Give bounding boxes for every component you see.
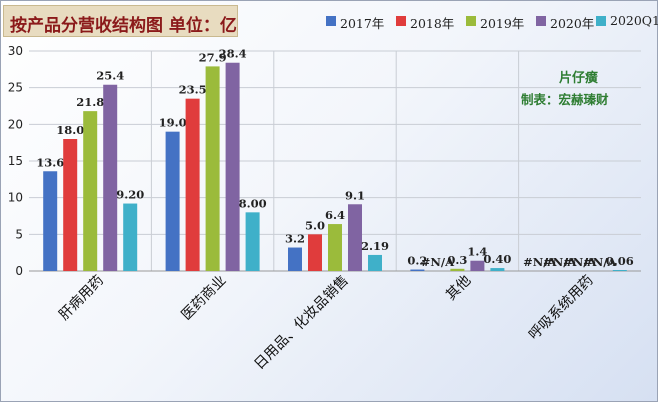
legend-swatch-icon <box>596 16 606 26</box>
data-label: 27.9 <box>199 50 227 64</box>
legend-label: 2017年 <box>340 16 385 31</box>
title-box: 按产品分营收结构图 单位：亿 <box>3 5 238 37</box>
bar <box>165 131 180 271</box>
bar <box>245 212 260 271</box>
bar <box>450 268 465 271</box>
x-category-label: 肝病用药 <box>56 273 107 324</box>
data-label: 18.0 <box>56 123 84 137</box>
watermark-line1: 片仔癀 <box>559 71 599 86</box>
x-category-label: 日用品、化妆品销售 <box>251 273 351 373</box>
data-label: 9.1 <box>345 188 365 202</box>
legend-label: 2019年 <box>480 16 525 31</box>
x-category-label: 呼吸系统用药 <box>526 273 597 344</box>
y-tick-label: 10 <box>8 191 23 205</box>
chart-title: 按产品分营收结构图 单位：亿 <box>10 16 237 36</box>
bar <box>185 98 200 272</box>
data-label: 5.0 <box>305 218 325 232</box>
bar <box>308 234 322 271</box>
bar <box>43 171 58 271</box>
legend-swatch-icon <box>326 16 336 26</box>
y-tick-label: 25 <box>8 81 23 95</box>
legend-swatch-icon <box>396 16 406 26</box>
watermark-line2: 制表：宏赫瑧财 <box>521 92 609 107</box>
data-label: #N/A <box>563 255 597 269</box>
data-label: 0.3 <box>447 253 467 267</box>
x-category-label: 其他 <box>443 273 474 304</box>
data-label: 9.20 <box>116 188 144 202</box>
bar <box>123 203 138 271</box>
legend-swatch-icon <box>536 16 546 26</box>
data-label: 6.4 <box>325 208 345 222</box>
y-tick-label: 20 <box>8 117 23 131</box>
data-label: 3.2 <box>285 232 305 246</box>
data-label: #N/A <box>583 255 617 269</box>
data-label: #N/A <box>543 255 577 269</box>
y-tick-label: 15 <box>8 154 23 168</box>
legend-label: 2018年 <box>410 16 455 31</box>
data-label: 19.0 <box>159 116 187 130</box>
bar <box>410 269 425 271</box>
bar <box>612 270 627 271</box>
legend-label: 2020Q1 <box>610 13 658 28</box>
data-label: 28.4 <box>219 47 247 61</box>
data-label: 8.00 <box>239 196 267 210</box>
bar <box>490 268 505 271</box>
data-label: 21.8 <box>76 95 104 109</box>
bar <box>83 111 98 271</box>
data-label: #N/A <box>523 255 557 269</box>
legend-label: 2020年 <box>550 16 595 31</box>
data-label: 0.2 <box>407 254 427 268</box>
data-label: 1.4 <box>467 245 487 259</box>
data-label: #N/A <box>421 255 455 269</box>
bar <box>205 66 220 272</box>
data-label: 0.40 <box>483 252 511 266</box>
y-tick-label: 0 <box>15 264 23 278</box>
data-label: 23.5 <box>179 83 207 97</box>
data-label: 0.06 <box>606 254 634 268</box>
data-label: 13.6 <box>36 155 64 169</box>
bar <box>368 254 382 271</box>
y-tick-label: 30 <box>8 44 23 58</box>
bar <box>328 224 342 271</box>
data-label: 25.4 <box>96 69 124 83</box>
bar <box>470 260 485 271</box>
y-tick-label: 5 <box>15 227 23 241</box>
data-label: 2.19 <box>361 239 389 253</box>
bar <box>103 84 118 271</box>
bar <box>225 62 240 271</box>
legend-swatch-icon <box>466 16 476 26</box>
bar <box>288 247 302 271</box>
bar <box>63 139 78 271</box>
bar <box>348 204 362 271</box>
x-category-label: 医药商业 <box>179 273 230 324</box>
